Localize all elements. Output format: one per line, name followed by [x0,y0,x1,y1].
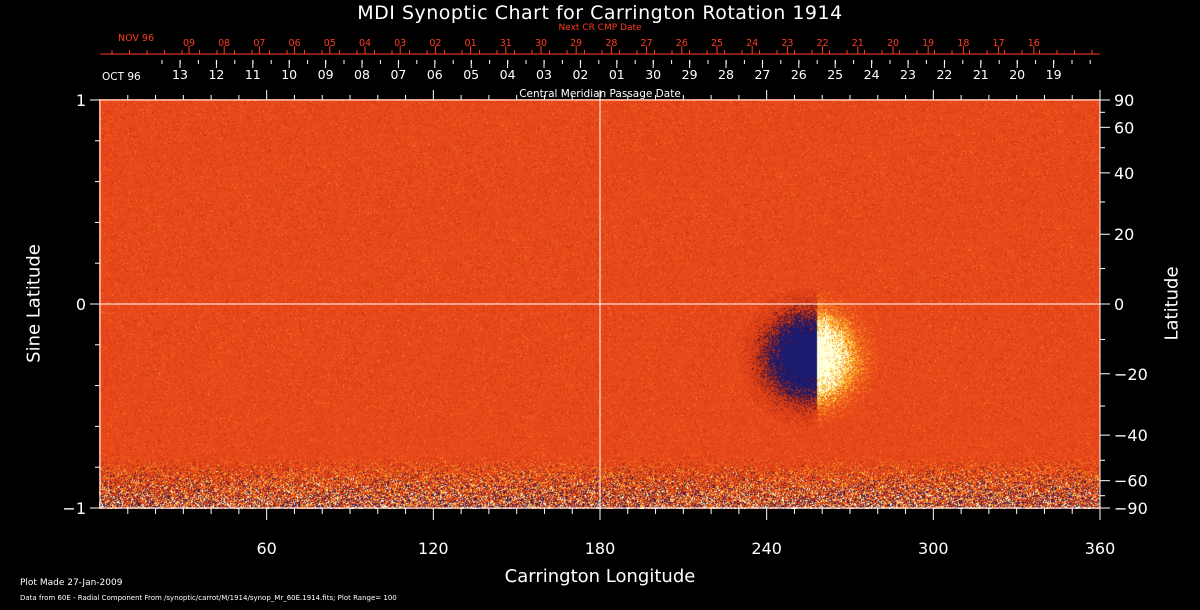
cmp-date-label: 04 [500,67,516,82]
cmp-date-label: 06 [427,67,443,82]
cmp-date-label: 27 [754,67,770,82]
left-tick-label: 0 [76,295,86,314]
cmp-date-label: 26 [791,67,807,82]
cmp-date-label: 19 [1046,67,1062,82]
cmp-date-label: 03 [536,67,552,82]
footer-data-source: Data from 60E - Radial Component From /s… [20,594,397,602]
next-cr-date-label: 16 [1028,38,1040,49]
next-cr-date-label: 19 [922,38,934,49]
right-tick-label: 0 [1114,295,1124,314]
next-cr-date-label: 18 [957,38,969,49]
cmp-date-label: 02 [572,67,588,82]
cmp-date-label: 29 [682,67,698,82]
right-tick-label: 90 [1114,91,1134,110]
x-tick-label: 240 [751,539,782,558]
x-tick-label: 180 [585,539,616,558]
cmp-date-label: 10 [281,67,297,82]
bottom-axis-title: Carrington Longitude [504,566,696,587]
next-cr-date-label: 28 [605,38,617,49]
next-cr-date-label: 01 [465,38,477,49]
next-cr-date-label: 20 [887,38,899,49]
cmp-date-label: 07 [390,67,406,82]
x-tick-label: 120 [418,539,449,558]
cmp-date-label: 20 [1009,67,1025,82]
cmp-date-label: 11 [245,67,261,82]
right-tick-label: −20 [1114,365,1148,384]
cmp-date-label: 30 [645,67,661,82]
cmp-date-label: 13 [172,67,188,82]
next-cr-date-label: 29 [570,38,582,49]
left-tick-label: 1 [76,91,86,110]
next-cr-date-label: 09 [183,38,195,49]
right-tick-label: 60 [1114,118,1134,137]
nov-month-label: NOV 96 [118,33,155,44]
next-cr-date-label: 21 [852,38,864,49]
next-cr-date-label: 31 [500,38,512,49]
next-cr-date-label: 23 [781,38,793,49]
next-cr-date-label: 24 [746,38,758,49]
cmp-date-label: 05 [463,67,479,82]
right-tick-label: −60 [1114,472,1148,491]
next-cr-date-label: 03 [394,38,406,49]
cmp-date-label: 24 [864,67,880,82]
cmp-date-label: 21 [973,67,989,82]
next-cr-date-label: 25 [711,38,723,49]
next-cr-date-label: 06 [289,38,301,49]
next-cr-date-label: 05 [324,38,336,49]
next-cr-date-label: 08 [218,38,230,49]
x-tick-label: 300 [918,539,949,558]
right-tick-label: 20 [1114,225,1134,244]
next-cr-date-label: 22 [817,38,829,49]
cmp-date-label: 23 [900,67,916,82]
chart-title: MDI Synoptic Chart for Carrington Rotati… [357,2,843,24]
next-cr-date-label: 02 [429,38,441,49]
cmp-date-label: 22 [936,67,952,82]
next-cr-date-label: 30 [535,38,547,49]
next-cr-date-label: 04 [359,38,371,49]
left-tick-label: −1 [62,499,86,518]
cmp-date-label: 08 [354,67,370,82]
next-cr-date-label: 26 [676,38,688,49]
next-cr-date-label: 27 [641,38,653,49]
next-cr-label: Next CR CMP Date [558,23,642,33]
cmp-date-label: 25 [827,67,843,82]
next-cr-date-label: 07 [253,38,265,49]
next-cr-date-label: 17 [993,38,1005,49]
cmp-date-label: 28 [718,67,734,82]
x-tick-label: 60 [256,539,276,558]
x-tick-label: 360 [1085,539,1116,558]
cmp-date-label: 12 [208,67,224,82]
right-tick-label: 40 [1114,164,1134,183]
oct-month-label: OCT 96 [102,71,141,83]
right-tick-label: −40 [1114,426,1148,445]
footer-plot-made: Plot Made 27-Jan-2009 [20,578,123,588]
right-tick-label: −90 [1114,499,1148,518]
cmp-date-label: 01 [609,67,625,82]
cmp-date-label: 09 [318,67,334,82]
